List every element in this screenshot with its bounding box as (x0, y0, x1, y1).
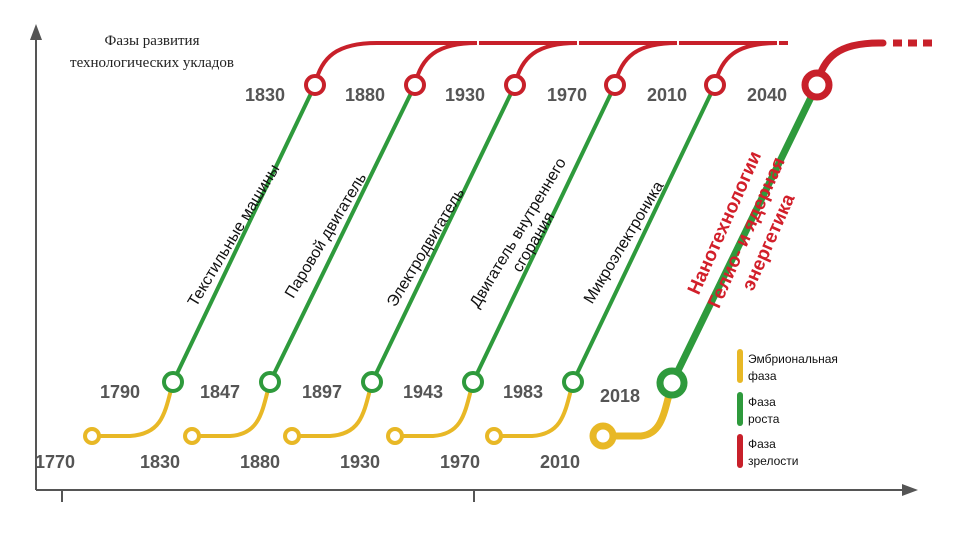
growth-phase-line (171, 84, 317, 383)
growth-year-label: 1983 (503, 382, 543, 402)
x-axis-arrow (902, 484, 918, 496)
legend-item-2: Фаза роста (737, 392, 780, 426)
wave-1: 1770 1790 1830 Текстильные машины (35, 41, 395, 472)
growth-phase-line (571, 84, 717, 383)
maturity-year-label: 1830 (245, 85, 285, 105)
maturity-start-marker (604, 74, 626, 96)
technology-label-line: Паровой двигатель (282, 170, 370, 301)
embryonic-start-marker (283, 427, 301, 445)
growth-phase-line (668, 83, 821, 385)
legend: Эмбриональная фаза Фаза роста Фаза зрелости (737, 349, 838, 468)
legend-label: фаза (748, 369, 777, 383)
maturity-year-label: 1880 (345, 85, 385, 105)
embryonic-start-marker (386, 427, 404, 445)
maturity-year-label: 1930 (445, 85, 485, 105)
growth-start-marker (656, 367, 688, 399)
embryonic-start-marker (485, 427, 503, 445)
maturity-start-marker (801, 69, 833, 101)
maturity-year-label: 2040 (747, 85, 787, 105)
growth-year-label: 1847 (200, 382, 240, 402)
maturity-phase-curve (581, 41, 678, 87)
growth-start-marker (462, 371, 484, 393)
wave-6: 2010 2018 2040 НанотехнологииГелио- и ядерн… (540, 39, 932, 472)
technology-label-line: Текстильные машины (185, 162, 283, 310)
legend-item-1: Эмбриональная фаза (737, 349, 838, 383)
start-year-label: 1770 (35, 452, 75, 472)
maturity-start-marker (404, 74, 426, 96)
technology-label: НанотехнологииГелио- и ядернаяэнергетика (682, 144, 811, 321)
growth-year-label: 1897 (302, 382, 342, 402)
maturity-phase-curve (381, 41, 478, 87)
embryonic-start-marker (83, 427, 101, 445)
legend-label: Фаза (748, 395, 776, 409)
wave-2: 1830 1847 1880 Паровой двигатель (140, 41, 490, 472)
diagram-title: Фазы развития технологических укладов (70, 33, 234, 71)
maturity-phase-curve (681, 41, 778, 87)
y-axis-arrow (30, 24, 42, 40)
growth-year-label: 1943 (403, 382, 443, 402)
start-year-label: 1970 (440, 452, 480, 472)
growth-start-marker (562, 371, 584, 393)
maturity-phase-curve (481, 41, 578, 87)
maturity-start-marker (504, 74, 526, 96)
embryonic-start-marker (183, 427, 201, 445)
growth-start-marker (162, 371, 184, 393)
legend-label: роста (748, 412, 780, 426)
start-year-label: 1930 (340, 452, 380, 472)
embryonic-start-marker (589, 422, 617, 450)
technology-label: Текстильные машины (185, 162, 283, 310)
technology-label: Микроэлектроника (581, 178, 667, 306)
legend-label: Фаза (748, 437, 776, 451)
maturity-year-label: 1970 (547, 85, 587, 105)
growth-phase-line (370, 84, 517, 383)
maturity-start-marker (304, 74, 326, 96)
growth-start-marker (259, 371, 281, 393)
legend-label: Эмбриональная (748, 352, 838, 366)
start-year-label: 1830 (140, 452, 180, 472)
maturity-year-label: 2010 (647, 85, 687, 105)
technology-label-line: Микроэлектроника (581, 178, 667, 306)
wave-3: 1880 1897 1930 Электродвигатель (240, 41, 590, 472)
legend-item-3: Фаза зрелости (737, 434, 798, 468)
maturity-start-marker (704, 74, 726, 96)
axes (30, 24, 918, 502)
growth-phase-line (471, 84, 617, 383)
technology-label-line: Электродвигатель (384, 185, 468, 310)
legend-label: зрелости (748, 454, 798, 468)
technology-label: Паровой двигатель (282, 170, 370, 301)
start-year-label: 1880 (240, 452, 280, 472)
maturity-phase-curve (313, 41, 385, 87)
start-year-label: 2010 (540, 452, 580, 472)
growth-year-label: 2018 (600, 386, 640, 406)
growth-year-label: 1790 (100, 382, 140, 402)
growth-phase-line (268, 84, 417, 383)
technology-label: Электродвигатель (384, 185, 468, 310)
growth-start-marker (361, 371, 383, 393)
